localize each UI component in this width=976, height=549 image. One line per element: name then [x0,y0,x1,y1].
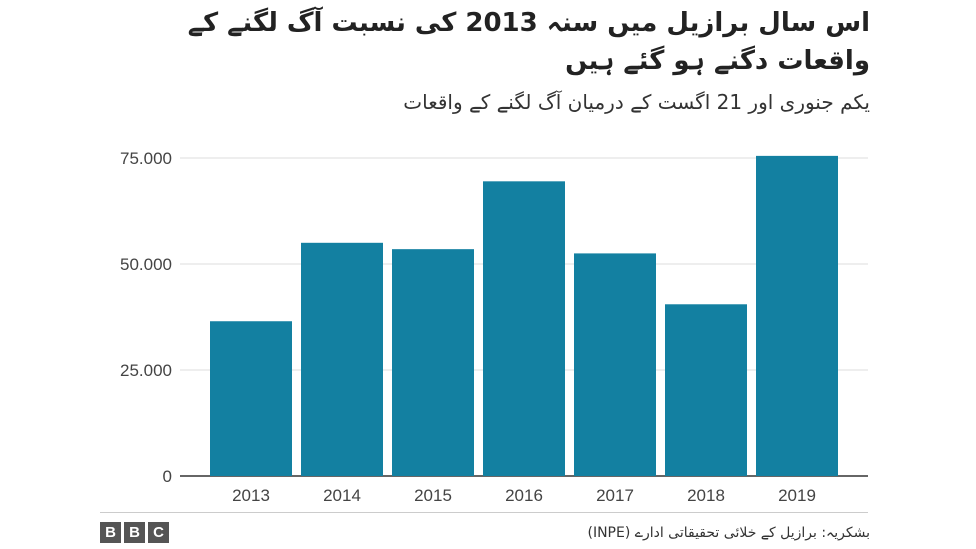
source-credit: بشکریہ: برازیل کے خلائی تحقیقاتی ادارے (… [587,525,870,541]
x-tick-label: 2013 [232,486,270,505]
x-tick-label: 2015 [414,486,452,505]
y-tick-label: 75.000 [120,149,172,168]
bbc-logo: B B C [100,522,169,543]
bbc-logo-letter: C [148,522,169,543]
y-tick-label: 0 [163,467,172,486]
bbc-logo-letter: B [124,522,145,543]
bar-2015 [392,249,474,476]
x-tick-label: 2016 [505,486,543,505]
bar-2017 [574,253,656,476]
bar-2019 [756,155,838,476]
bar-2018 [665,304,747,476]
x-tick-label: 2014 [323,486,361,505]
bars [210,155,838,476]
x-tick-label: 2019 [778,486,816,505]
x-tick-label: 2018 [687,486,725,505]
y-tick-label: 25.000 [120,361,172,380]
bar-2014 [301,242,383,476]
axes: 0 25.000 50.000 75.000 2013 2014 2015 2016 2017 2… [120,149,816,505]
bar-2013 [210,321,292,476]
chart-subtitle: یکم جنوری اور 21 اگست کے درمیان آگ لگنے … [403,90,870,114]
bbc-logo-letter: B [100,522,121,543]
bar-2016 [483,181,565,476]
chart-title: اس سال برازیل میں سنہ 2013 کی نسبت آگ لگ… [187,8,870,76]
footer-divider [100,512,868,513]
y-tick-label: 50.000 [120,255,172,274]
x-tick-label: 2017 [596,486,634,505]
